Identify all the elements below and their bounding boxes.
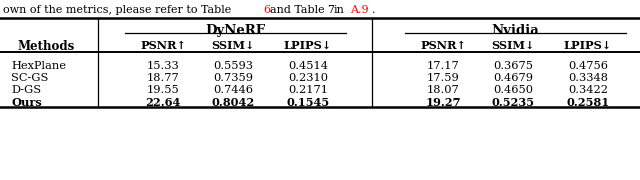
- Text: 17.59: 17.59: [427, 73, 460, 83]
- Text: 0.2171: 0.2171: [288, 85, 328, 95]
- Text: 0.4679: 0.4679: [493, 73, 533, 83]
- Text: PSNR↑: PSNR↑: [420, 40, 466, 51]
- Text: 0.7446: 0.7446: [213, 85, 253, 95]
- Text: 0.4756: 0.4756: [568, 61, 608, 71]
- Text: 0.8042: 0.8042: [211, 97, 255, 108]
- Text: Ours: Ours: [11, 97, 42, 108]
- Text: DyNeRF: DyNeRF: [205, 24, 266, 37]
- Text: 22.64: 22.64: [145, 97, 180, 108]
- Text: own of the metrics, please refer to Table: own of the metrics, please refer to Tabl…: [3, 5, 231, 15]
- Text: 19.55: 19.55: [147, 85, 179, 95]
- Text: SC-GS: SC-GS: [11, 73, 49, 83]
- Text: Methods: Methods: [17, 40, 75, 53]
- Text: 0.5593: 0.5593: [213, 61, 253, 71]
- Text: 17.17: 17.17: [427, 61, 460, 71]
- Text: in: in: [334, 5, 345, 15]
- Text: 0.7359: 0.7359: [213, 73, 253, 83]
- Text: 0.3675: 0.3675: [493, 61, 533, 71]
- Text: and Table: and Table: [270, 5, 324, 15]
- Text: 0.5235: 0.5235: [492, 97, 534, 108]
- Text: 0.1545: 0.1545: [287, 97, 330, 108]
- Text: 0.4514: 0.4514: [288, 61, 328, 71]
- Text: 0.3422: 0.3422: [568, 85, 608, 95]
- Text: 7: 7: [327, 5, 334, 15]
- Text: 19.27: 19.27: [425, 97, 461, 108]
- Text: 0.3348: 0.3348: [568, 73, 608, 83]
- Text: 15.33: 15.33: [147, 61, 179, 71]
- Text: 18.77: 18.77: [147, 73, 179, 83]
- Text: 0.2310: 0.2310: [288, 73, 328, 83]
- Text: SSIM↓: SSIM↓: [211, 40, 255, 51]
- Text: 6: 6: [263, 5, 270, 15]
- Text: HexPlane: HexPlane: [11, 61, 66, 71]
- Text: LPIPS↓: LPIPS↓: [284, 40, 332, 51]
- Text: 18.07: 18.07: [427, 85, 460, 95]
- Text: SSIM↓: SSIM↓: [492, 40, 535, 51]
- Text: PSNR↑: PSNR↑: [140, 40, 186, 51]
- Text: 0.4650: 0.4650: [493, 85, 533, 95]
- Text: A.9: A.9: [350, 5, 369, 15]
- Text: LPIPS↓: LPIPS↓: [564, 40, 612, 51]
- Text: .: .: [372, 5, 376, 15]
- Text: D-GS: D-GS: [11, 85, 41, 95]
- Text: 0.2581: 0.2581: [566, 97, 610, 108]
- Text: Nvidia: Nvidia: [492, 24, 540, 37]
